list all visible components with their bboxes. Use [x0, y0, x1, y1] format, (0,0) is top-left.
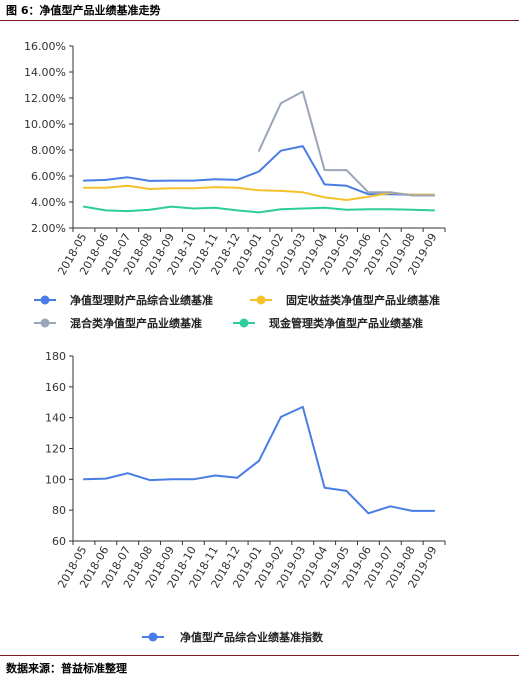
y-tick-label: 4.00%	[31, 196, 66, 209]
legend-swatch-dot	[239, 318, 249, 328]
series-line-1	[82, 145, 436, 196]
y-tick-label: 60	[52, 535, 66, 548]
legend-label: 混合类净值型产品业绩基准	[70, 316, 202, 330]
y-tick-label: 12.00%	[24, 92, 66, 105]
legend-swatch-dot	[40, 318, 50, 328]
legend-swatch-dot	[256, 295, 266, 305]
y-tick-label: 8.00%	[31, 144, 66, 157]
series-line-4	[82, 205, 436, 214]
y-tick-label: 80	[52, 504, 66, 517]
series-line-1	[82, 405, 436, 515]
y-tick-label: 140	[45, 412, 66, 425]
y-tick-label: 120	[45, 443, 66, 456]
legend-label: 净值型理财产品综合业绩基准	[70, 293, 213, 307]
source-note: 数据来源：普益标准整理	[6, 662, 127, 675]
figure-title: 图 6：净值型产品业绩基准走势	[6, 4, 161, 17]
legend-swatch-dot	[148, 632, 158, 642]
legend-label: 净值型产品综合业绩基准指数	[180, 630, 324, 644]
y-tick-label: 100	[45, 473, 66, 486]
y-tick-label: 160	[45, 381, 66, 394]
legend-label: 现金管理类净值型产品业绩基准	[269, 316, 423, 330]
y-tick-label: 180	[45, 350, 66, 363]
series-line-3	[258, 90, 436, 197]
top-rule	[0, 20, 519, 21]
y-tick-label: 10.00%	[24, 118, 66, 131]
y-tick-label: 6.00%	[31, 170, 66, 183]
legend-label: 固定收益类净值型产品业绩基准	[286, 293, 440, 307]
series-line-2	[82, 184, 436, 201]
legend-swatch-dot	[40, 295, 50, 305]
y-tick-label: 16.00%	[24, 40, 66, 53]
chart-2: 18016014012010080602018-052018-062018-07…	[45, 350, 446, 644]
y-tick-label: 14.00%	[24, 66, 66, 79]
y-tick-label: 2.00%	[31, 222, 66, 235]
bottom-rule	[0, 655, 519, 656]
chart-1: 16.00% 14.00% 12.00% 10.00% 8.00% 6.00% 4.00% 2…	[24, 40, 446, 330]
